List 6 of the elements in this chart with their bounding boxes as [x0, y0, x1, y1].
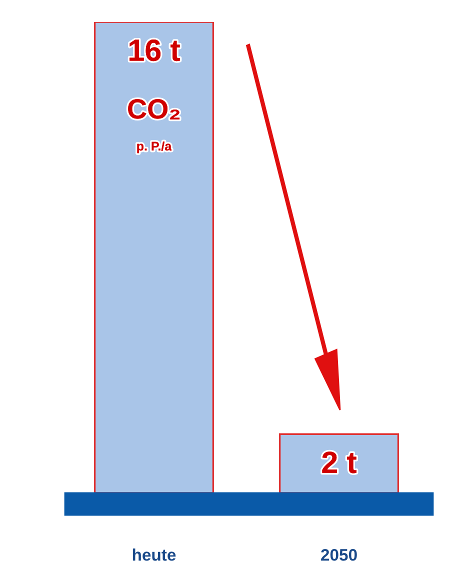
annotation: p. P./a: [137, 141, 172, 154]
x-tick-label: 2050: [321, 548, 357, 561]
data-label: 16 t: [130, 39, 180, 62]
annotation: CO₂: [128, 99, 180, 120]
x-tick-label: heute: [132, 548, 176, 561]
data-label: 2 t: [322, 452, 356, 474]
